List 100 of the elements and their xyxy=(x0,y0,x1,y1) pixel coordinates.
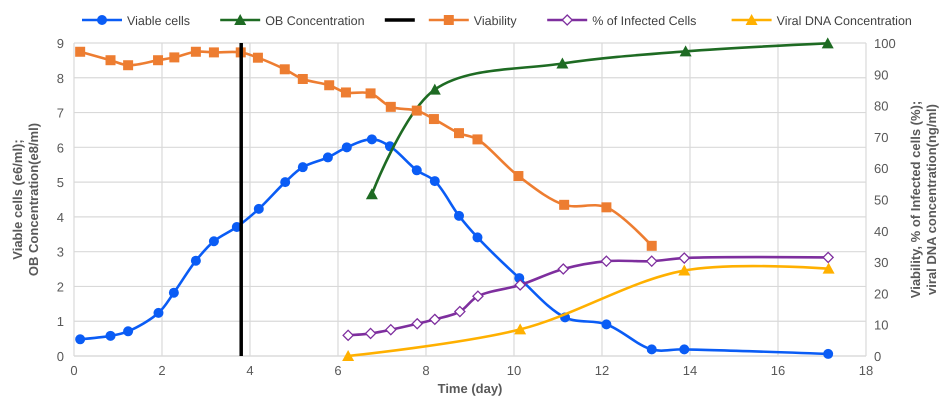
point xyxy=(428,114,439,124)
point xyxy=(822,252,834,264)
x-tick-label: 16 xyxy=(770,363,786,378)
point xyxy=(340,87,351,98)
point xyxy=(252,52,263,63)
x-tick-label: 4 xyxy=(246,363,254,378)
point xyxy=(168,288,179,298)
x-tick-label: 18 xyxy=(858,363,874,378)
point xyxy=(601,319,612,330)
point xyxy=(472,290,484,302)
x-tick-label: 8 xyxy=(422,363,430,378)
point xyxy=(514,279,526,291)
point xyxy=(364,328,376,340)
point xyxy=(322,152,333,162)
point xyxy=(366,188,378,200)
point xyxy=(298,162,308,172)
point xyxy=(342,330,354,341)
y2-tick-label: 20 xyxy=(874,286,888,302)
point xyxy=(106,55,116,66)
point xyxy=(601,202,612,212)
x-tick-label: 10 xyxy=(506,363,522,378)
x-axis-title: Time (day) xyxy=(438,381,502,396)
y2-axis-title: Viability, % of Infected cells (%); viral DNA concentration(ng/ml) xyxy=(908,100,939,298)
y-tick-label: 1 xyxy=(56,314,64,330)
point xyxy=(75,46,86,57)
point xyxy=(514,323,526,334)
point xyxy=(280,177,290,188)
y-axis-title: Viable cells (e6/ml); OB Concentration(e8/ml) xyxy=(10,122,41,276)
point xyxy=(123,60,134,70)
point xyxy=(646,344,657,354)
y-tick-label: 7 xyxy=(56,106,64,121)
point xyxy=(679,344,690,354)
y-tick-label: 0 xyxy=(56,349,64,364)
point xyxy=(454,128,464,138)
point xyxy=(169,52,180,62)
point xyxy=(298,74,308,84)
y2-tick-label: 70 xyxy=(874,130,888,145)
point xyxy=(556,58,568,69)
y2-tick-label: 80 xyxy=(874,98,888,114)
y2-tick-label: 0 xyxy=(874,349,882,364)
point xyxy=(208,47,219,58)
legend-label: Viability xyxy=(474,14,518,28)
point xyxy=(208,236,219,246)
x-tick-label: 0 xyxy=(70,363,78,378)
point xyxy=(513,171,524,182)
point xyxy=(386,102,396,112)
x-tick-label: 2 xyxy=(158,363,166,378)
legend-label: OB Concentration xyxy=(265,14,365,28)
y2-tick-label: 100 xyxy=(874,36,896,51)
point xyxy=(123,326,134,336)
y-tick-label: 8 xyxy=(56,70,64,86)
point xyxy=(429,314,440,326)
point xyxy=(412,318,423,330)
legend-label: Viable cells xyxy=(127,14,190,28)
point xyxy=(454,210,464,221)
point xyxy=(822,262,835,274)
point xyxy=(559,200,570,210)
x-tick-label: 12 xyxy=(594,363,610,378)
y-tick-label: 4 xyxy=(56,210,64,225)
x-tick-label: 6 xyxy=(334,363,342,378)
y-tick-label: 2 xyxy=(56,279,64,294)
point xyxy=(153,55,164,66)
point xyxy=(823,348,834,359)
x-tick-label: 14 xyxy=(682,363,698,378)
point xyxy=(342,350,354,361)
point xyxy=(678,252,690,264)
point xyxy=(385,324,396,336)
point xyxy=(324,80,334,90)
point xyxy=(558,263,569,275)
point xyxy=(412,106,422,116)
point xyxy=(153,308,164,318)
y2-tick-label: 50 xyxy=(874,192,888,208)
point xyxy=(472,134,482,144)
point xyxy=(75,334,86,344)
point xyxy=(280,64,290,74)
y-tick-label: 3 xyxy=(56,244,64,260)
y-tick-label: 6 xyxy=(56,140,64,156)
y2-tick-label: 60 xyxy=(874,161,888,176)
point xyxy=(646,256,658,267)
point xyxy=(646,240,657,251)
point xyxy=(822,37,834,48)
y2-tick-label: 90 xyxy=(874,67,888,82)
point xyxy=(600,256,612,267)
point xyxy=(472,232,482,242)
legend-label: Viral DNA Concentration xyxy=(776,14,912,28)
point xyxy=(366,88,376,98)
point xyxy=(342,142,352,152)
point xyxy=(106,330,116,341)
point xyxy=(678,264,690,276)
point xyxy=(190,256,201,266)
point xyxy=(430,176,440,186)
y2-tick-label: 40 xyxy=(874,224,888,239)
point xyxy=(428,84,441,95)
point xyxy=(190,46,201,57)
point xyxy=(366,134,377,144)
y2-tick-label: 30 xyxy=(874,255,888,270)
y-tick-label: 5 xyxy=(56,175,64,190)
point xyxy=(454,306,466,318)
legend-label: % of Infected Cells xyxy=(592,14,696,28)
point xyxy=(254,204,264,214)
